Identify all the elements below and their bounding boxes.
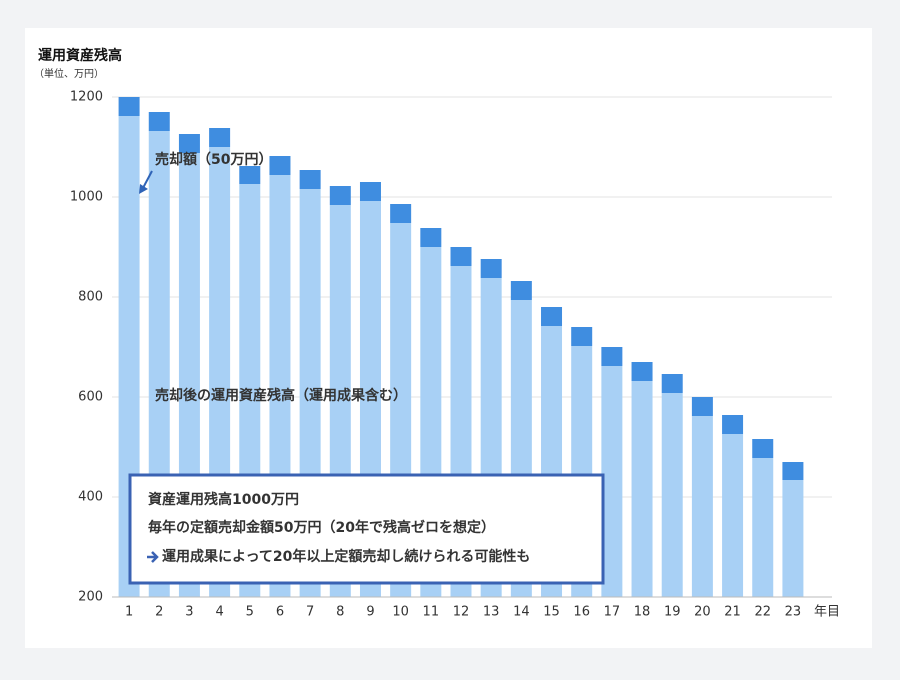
x-tick-label: 4 [215,605,223,620]
bar-segment [148,112,170,131]
bar-segment [480,259,502,278]
bar-segment [209,128,231,147]
y-tick-label: 600 [78,390,103,405]
note-line: 資産運用残高1000万円 [148,491,299,508]
x-tick-label: 16 [573,605,590,620]
bar-segment [782,462,804,480]
x-tick-label: 14 [513,605,530,620]
bar-segment [118,97,140,116]
x-tick-label: 8 [336,605,344,620]
x-tick-label: 7 [306,605,314,620]
bar-segment [269,156,291,175]
x-tick-label: 22 [754,605,771,620]
bar-segment [450,247,472,266]
x-tick-label: 13 [483,605,500,620]
bar-segment [601,366,623,597]
bar-segment [752,458,774,597]
x-tick-label: 9 [366,605,374,620]
bar-segment [782,480,804,597]
x-tick-label: 11 [423,605,440,620]
annotation-arrow [142,170,153,189]
bar-segment [239,166,261,184]
bar-segment [178,134,200,153]
bar-segment [631,381,653,597]
base-annotation: 売却後の運用資産残高（運用成果含む） [155,387,407,404]
y-tick-label: 400 [78,490,103,505]
x-tick-label: 6 [276,605,284,620]
x-tick-label: 18 [634,605,651,620]
bar-segment [299,170,321,189]
bar-segment [420,228,442,247]
x-axis-label: 年目 [814,605,840,620]
bar-segment [722,434,744,597]
bar-segment [601,347,623,366]
bar-segment [661,393,683,597]
x-tick-label: 12 [453,605,470,620]
note-box [128,473,605,585]
unit-label: （単位、万円） [34,67,104,80]
bar-segment [691,397,713,416]
annotation-arrowhead [139,184,148,194]
bar-segment [631,362,653,381]
bar-segment [390,204,412,223]
x-tick-label: 19 [664,605,681,620]
chart-title: 運用資産残高 [38,47,122,64]
y-tick-label: 1000 [70,190,103,205]
x-tick-label: 17 [604,605,621,620]
x-tick-label: 21 [724,605,741,620]
x-tick-label: 23 [785,605,802,620]
x-tick-label: 20 [694,605,711,620]
bar-segment [691,416,713,597]
bar-segment [510,281,532,300]
note-arrow-icon [147,551,159,563]
x-tick-label: 2 [155,605,163,620]
bar-segment [571,327,593,346]
x-tick-label: 15 [543,605,560,620]
x-tick-label: 3 [185,605,193,620]
bar-segment [752,439,774,458]
bar-segment [661,374,683,393]
bar-segment [541,307,563,326]
x-tick-label: 5 [246,605,254,620]
note-line: 毎年の定額売却金額50万円（20年で残高ゼロを想定） [148,519,495,536]
note-line: 運用成果によって20年以上定額売却し続けられる可能性も [162,548,530,565]
sale-annotation: 売却額（50万円） [155,151,272,168]
y-tick-label: 1200 [70,90,103,105]
bar-segment [329,186,351,205]
x-tick-label: 10 [392,605,409,620]
y-tick-label: 800 [78,290,103,305]
bar-segment [359,182,381,201]
bar-segment [722,415,744,434]
y-tick-label: 200 [78,590,103,605]
x-tick-label: 1 [125,605,133,620]
